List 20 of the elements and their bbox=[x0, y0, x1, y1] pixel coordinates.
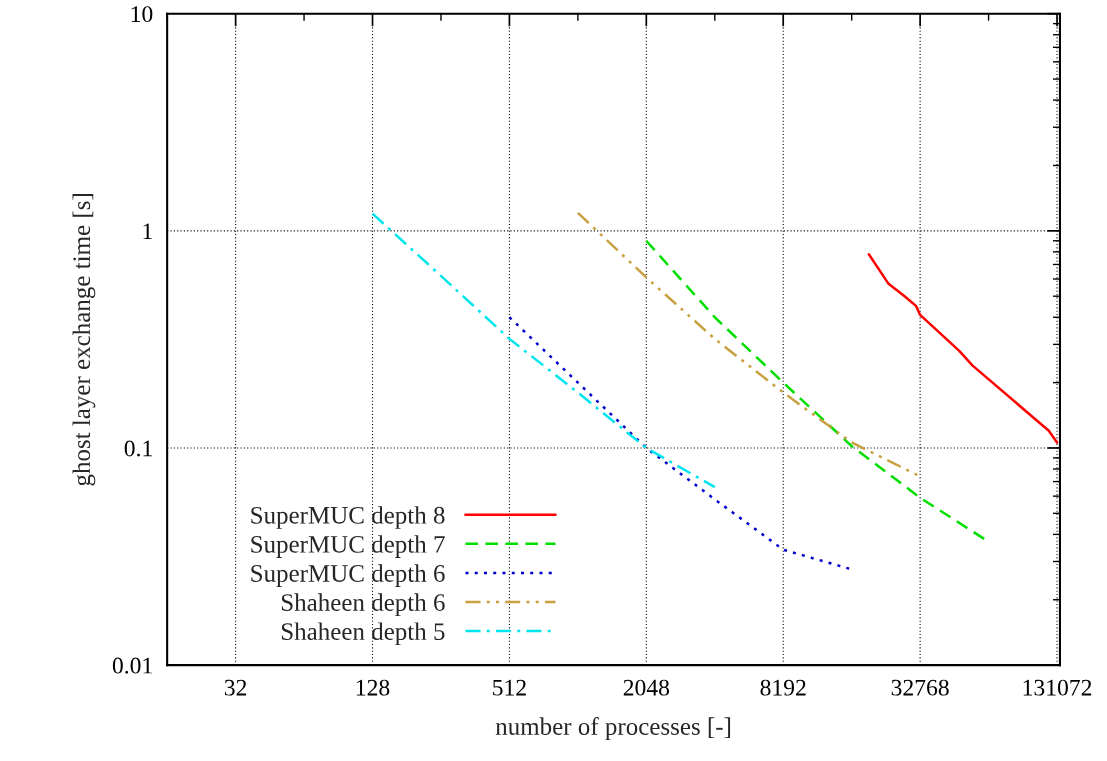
x-tick-label: 2048 bbox=[623, 679, 670, 696]
x-tick-label: 128 bbox=[356, 679, 390, 696]
y-tick-label: 1 bbox=[143, 223, 152, 240]
x-axis-title: number of processes [-] bbox=[495, 717, 731, 741]
legend-label: SuperMUC depth 6 bbox=[251, 564, 445, 587]
legend-label: Shaheen depth 5 bbox=[281, 622, 445, 646]
legend-label: SuperMUC depth 8 bbox=[251, 506, 445, 529]
x-tick-label: 512 bbox=[493, 679, 526, 696]
y-tick-label: 0.1 bbox=[124, 440, 152, 457]
line-series bbox=[371, 212, 717, 489]
x-tick-label: 131072 bbox=[1023, 679, 1092, 696]
y-axis-title: ghost layer exchange time [s] bbox=[72, 194, 96, 486]
legend-label: SuperMUC depth 7 bbox=[251, 535, 445, 558]
y-tick-label: 10 bbox=[131, 6, 153, 23]
x-tick-label: 32 bbox=[224, 679, 247, 696]
y-tick-label: 0.01 bbox=[112, 657, 152, 674]
x-tick-label: 32768 bbox=[891, 679, 949, 696]
x-tick-label: 8192 bbox=[760, 679, 806, 696]
line-series bbox=[508, 315, 853, 571]
legend-label: Shaheen depth 6 bbox=[281, 593, 445, 617]
